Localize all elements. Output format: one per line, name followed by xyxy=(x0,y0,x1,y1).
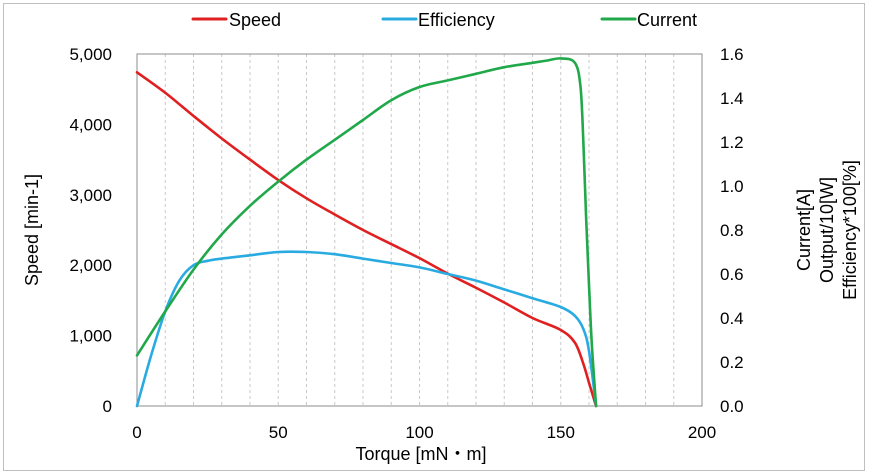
y-tick-label: 0 xyxy=(103,397,112,416)
legend-label-speed: Speed xyxy=(229,10,281,30)
y-tick-label: 2,000 xyxy=(69,256,112,275)
y2-tick-label: 1.4 xyxy=(720,89,744,108)
x-tick-label: 200 xyxy=(688,423,716,442)
y2-axis-title-line-2: Output/10[W] xyxy=(817,177,837,283)
ticks-layer: 0 50 100 150 200 0 1,000 2,000 3,000 4,000 5,000 0.… xyxy=(69,45,743,442)
y-axis-title: Speed [min-1] xyxy=(22,174,42,286)
y2-axis-title-line-3: Efficiency*100[%] xyxy=(840,160,860,300)
legend-label-current: Current xyxy=(637,10,697,30)
y2-tick-label: 0.2 xyxy=(720,353,744,372)
series-line-speed xyxy=(135,71,598,408)
series-layer xyxy=(135,57,598,408)
plot-area-border xyxy=(136,53,703,407)
x-tick-label: 0 xyxy=(132,423,141,442)
y-tick-label: 4,000 xyxy=(69,115,112,134)
legend: Speed Efficiency Current xyxy=(191,10,697,30)
x-tick-label: 50 xyxy=(269,423,288,442)
grid-layer xyxy=(164,54,675,406)
x-tick-label: 150 xyxy=(547,423,575,442)
y2-tick-label: 0.8 xyxy=(720,221,744,240)
y-tick-label: 3,000 xyxy=(69,186,112,205)
series-line-efficiency xyxy=(135,250,598,408)
y-tick-label: 1,000 xyxy=(69,327,112,346)
legend-label-efficiency: Efficiency xyxy=(418,10,495,30)
y2-tick-label: 1.6 xyxy=(720,45,744,64)
y2-tick-label: 1.2 xyxy=(720,133,744,152)
x-axis-title: Torque [mN・m] xyxy=(355,444,486,464)
y2-tick-label: 0.4 xyxy=(720,309,744,328)
series-line-current xyxy=(135,57,598,408)
y-tick-label: 5,000 xyxy=(69,45,112,64)
y2-tick-label: 0.0 xyxy=(720,397,744,416)
x-tick-label: 100 xyxy=(405,423,433,442)
y2-tick-label: 0.6 xyxy=(720,265,744,284)
y2-tick-label: 1.0 xyxy=(720,177,744,196)
chart-frame xyxy=(3,3,865,471)
y2-axis-title-line-1: Current[A] xyxy=(794,189,814,271)
